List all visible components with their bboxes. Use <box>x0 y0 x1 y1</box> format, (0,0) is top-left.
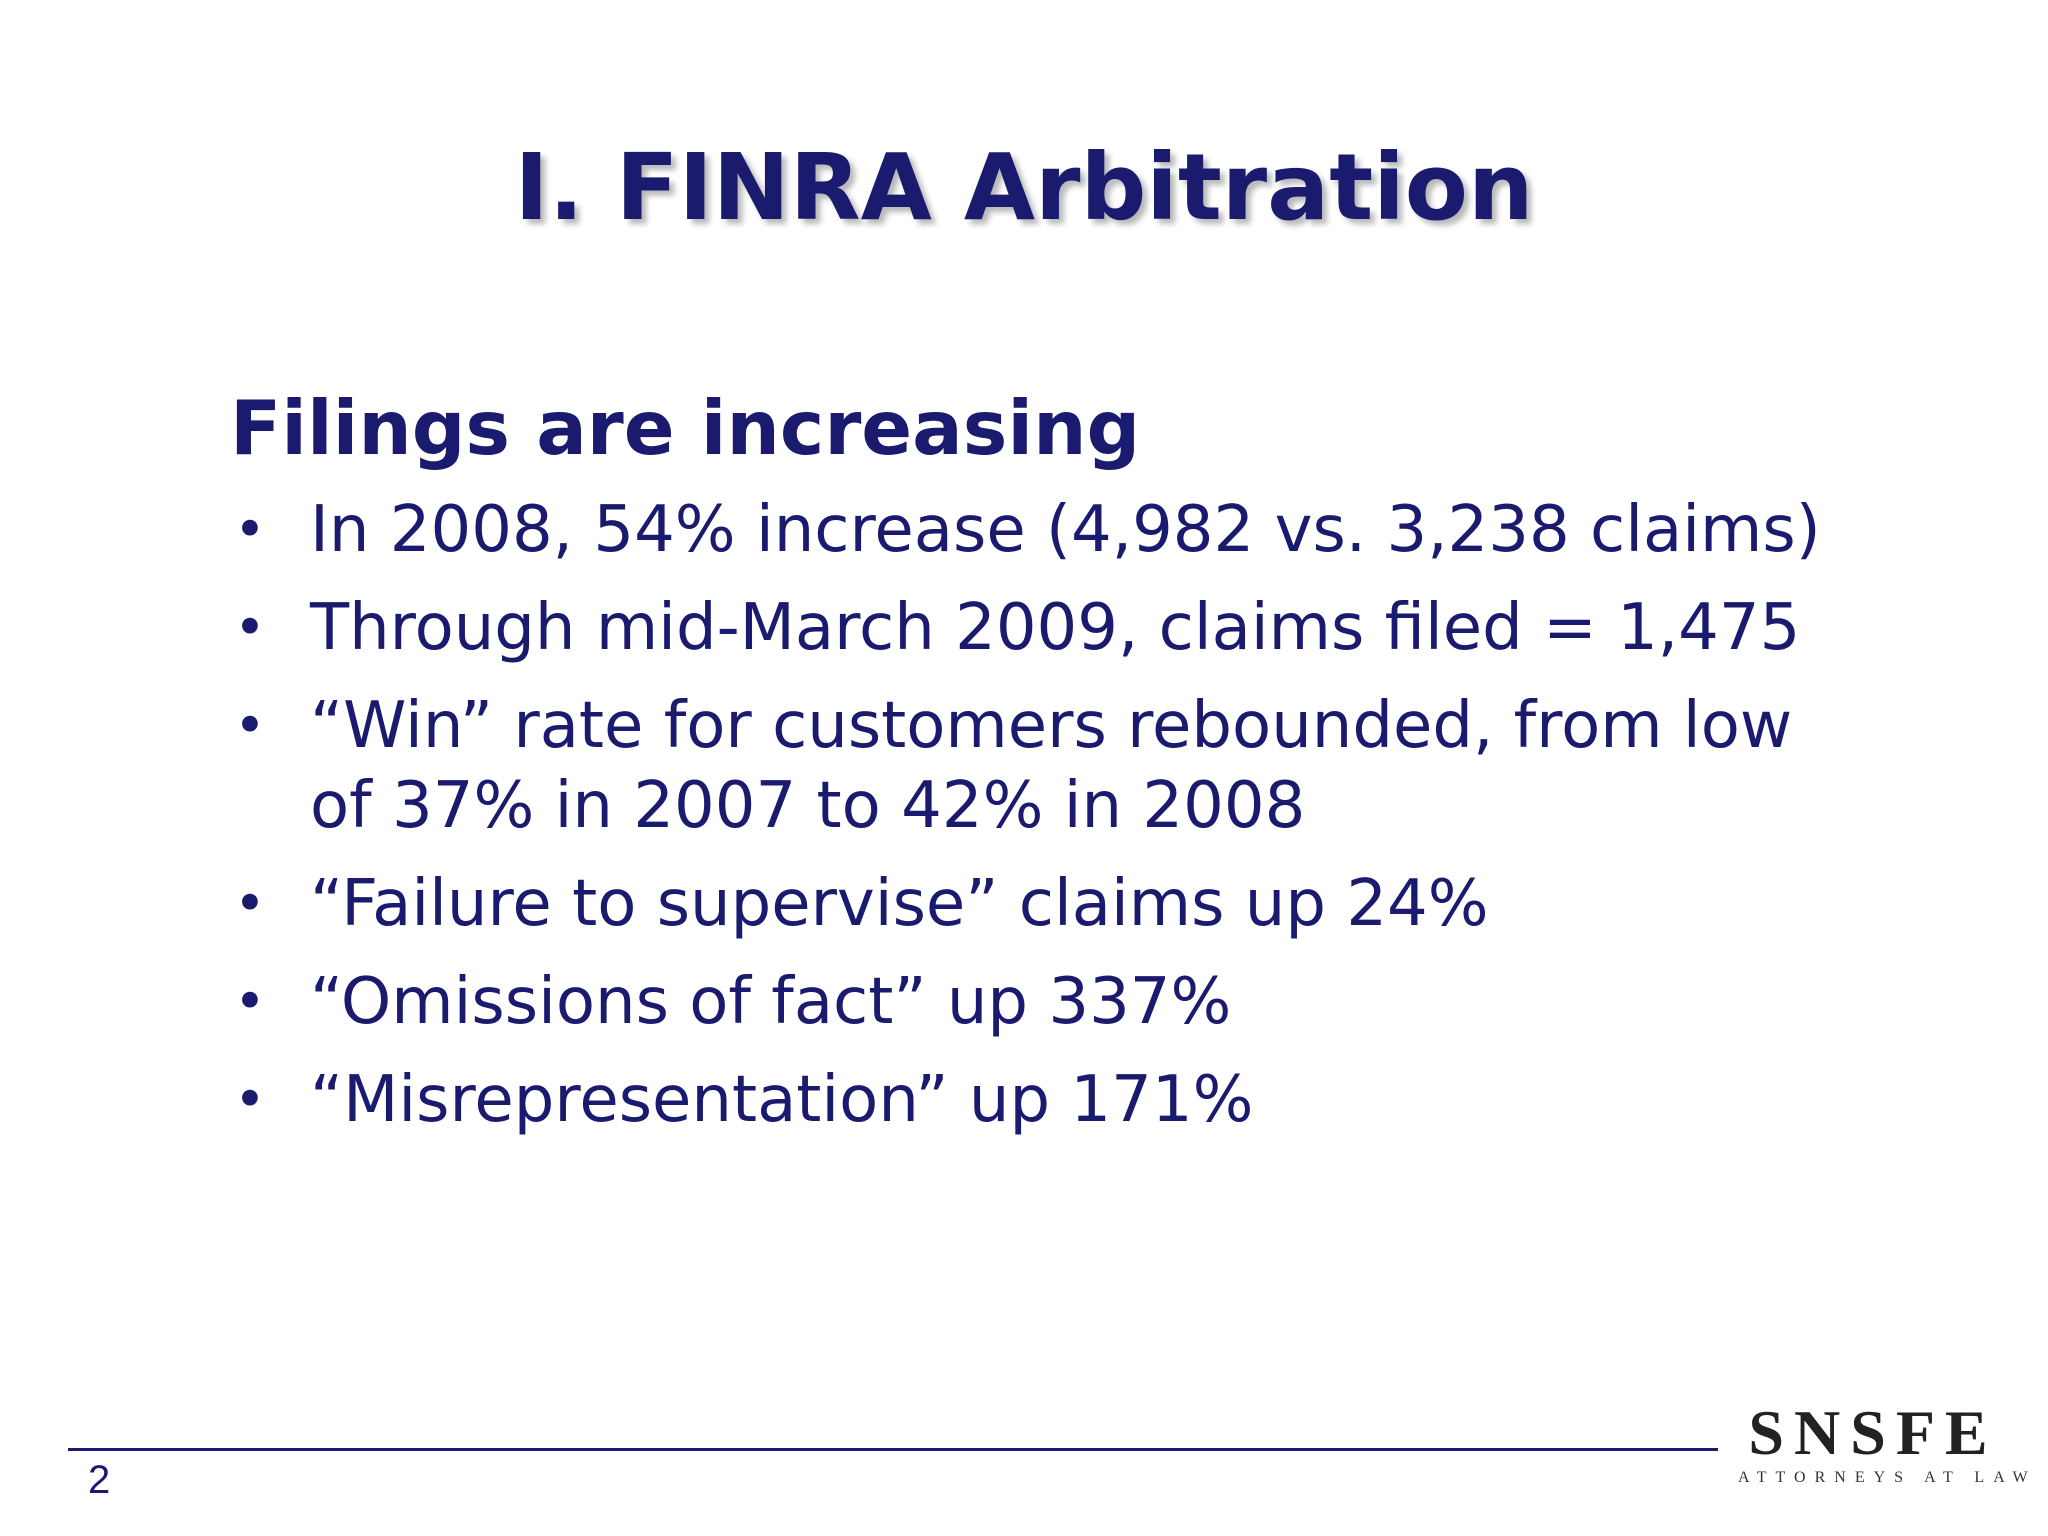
bullet-item: • In 2008, 54% increase (4,982 vs. 3,238… <box>230 490 1850 570</box>
firm-logo: SNSFE ATTORNEYS AT LAW <box>1738 1397 2037 1488</box>
bullet-icon: • <box>234 872 266 935</box>
bullet-text: “Omissions of fact” up 337% <box>310 965 1232 1039</box>
logo-tagline: ATTORNEYS AT LAW <box>1738 1469 2037 1486</box>
bullet-text: In 2008, 54% increase (4,982 vs. 3,238 c… <box>310 493 1821 567</box>
bullet-text: “Misrepresentation” up 171% <box>310 1063 1254 1137</box>
bullet-item: • “Omissions of fact” up 337% <box>230 962 1850 1042</box>
bullet-icon: • <box>234 498 266 561</box>
bullet-icon: • <box>234 1068 266 1131</box>
bullet-item: • “Misrepresentation” up 171% <box>230 1060 1850 1140</box>
bullet-text: “Failure to supervise” claims up 24% <box>310 867 1489 941</box>
section-heading: Filings are increasing <box>230 384 1141 472</box>
page-number: 2 <box>88 1458 111 1502</box>
bullet-icon: • <box>234 970 266 1033</box>
slide-title: I. FINRA Arbitration <box>514 134 1534 241</box>
bullet-item: • Through mid-March 2009, claims filed =… <box>230 588 1850 668</box>
bullet-list: • In 2008, 54% increase (4,982 vs. 3,238… <box>230 490 1850 1158</box>
bullet-text: Through mid-March 2009, claims filed = 1… <box>310 591 1801 665</box>
footer-divider <box>68 1448 1718 1451</box>
bullet-item: • “Failure to supervise” claims up 24% <box>230 864 1850 944</box>
logo-wordmark: SNSFE <box>1748 1397 1998 1468</box>
bullet-item: • “Win” rate for customers rebounded, fr… <box>230 686 1850 846</box>
bullet-icon: • <box>234 596 266 659</box>
bullet-text: “Win” rate for customers rebounded, from… <box>310 689 1793 843</box>
bullet-icon: • <box>234 694 266 757</box>
